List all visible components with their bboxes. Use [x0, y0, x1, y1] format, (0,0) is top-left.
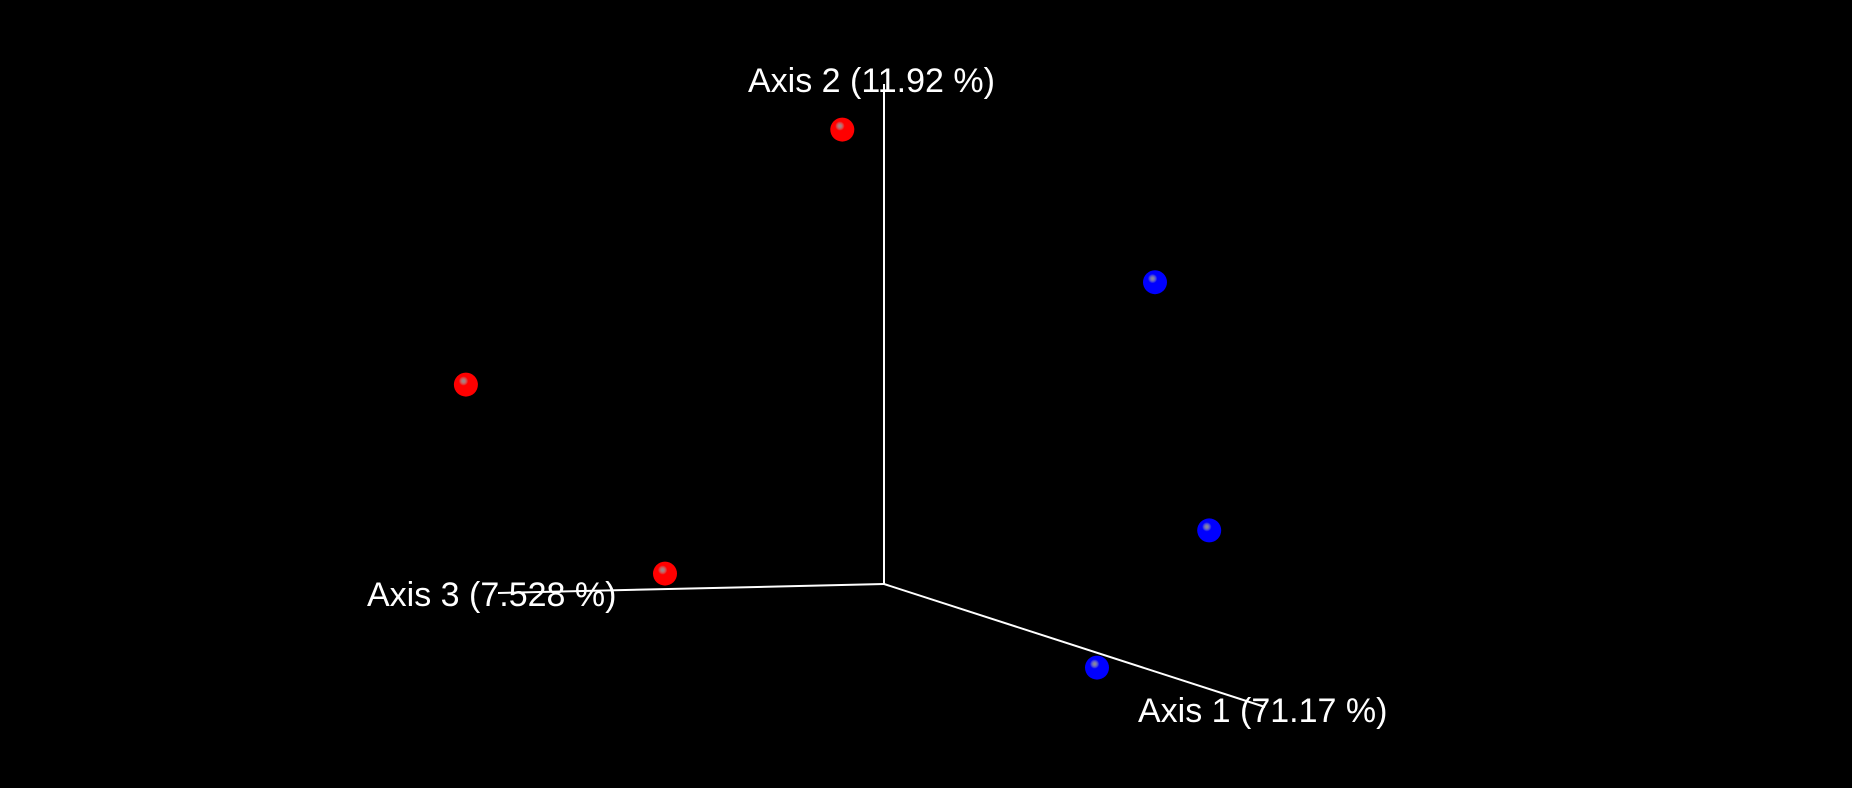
axes [497, 84, 1266, 708]
axis-labels: Axis 1 (71.17 %) Axis 2 (11.92 %) Axis 3 (… [367, 62, 1387, 730]
data-point-1-1[interactable] [1197, 518, 1222, 543]
data-point-0-2[interactable] [653, 561, 677, 586]
data-point-1-0[interactable] [1143, 270, 1167, 295]
axis-1-line [883, 583, 1266, 708]
axis-2-label: Axis 2 (11.92 %) [748, 62, 995, 100]
data-point-0-0[interactable] [830, 117, 855, 142]
data-point-0-1[interactable] [453, 372, 478, 397]
data-points [453, 117, 1222, 680]
axis-1-label: Axis 1 (71.17 %) [1138, 692, 1387, 730]
axis-3-label: Axis 3 (7.528 %) [367, 576, 616, 614]
axis-3-line [497, 583, 885, 594]
data-point-1-2[interactable] [1085, 655, 1109, 680]
